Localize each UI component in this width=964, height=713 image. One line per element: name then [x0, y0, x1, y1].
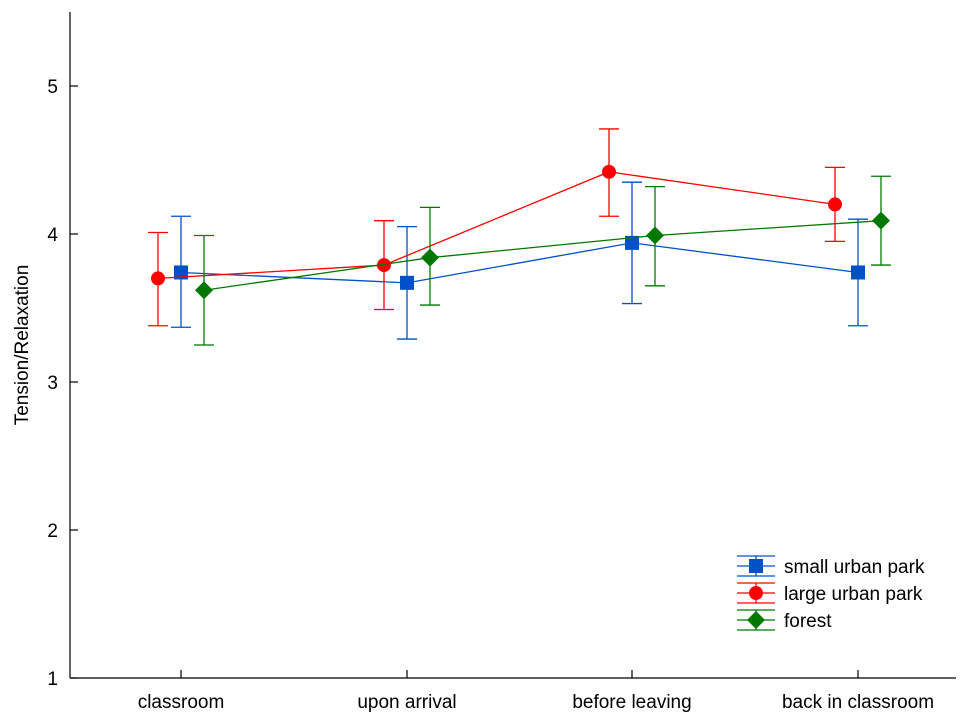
legend-label: large urban park: [784, 584, 923, 605]
series-layer: [148, 128, 891, 346]
x-tick-label: upon arrival: [357, 692, 456, 713]
data-point: [421, 248, 439, 267]
legend-marker: [749, 586, 763, 600]
data-point: [851, 265, 865, 280]
data-point: [195, 281, 213, 300]
data-point: [377, 258, 391, 273]
data-point: [602, 164, 616, 179]
data-point: [828, 197, 842, 212]
plot-area: [70, 12, 956, 678]
series-0: [171, 181, 868, 340]
y-axis-title: Tension/Relaxation: [12, 265, 33, 426]
data-point: [174, 265, 188, 280]
x-tick-label: classroom: [138, 692, 225, 713]
legend-label: forest: [784, 611, 832, 632]
legend-marker: [749, 559, 763, 573]
data-point: [625, 235, 639, 250]
data-point: [646, 226, 664, 245]
y-tick-label: 1: [47, 669, 58, 690]
y-tick-label: 4: [47, 225, 58, 246]
legend-marker: [747, 611, 765, 629]
series-1: [148, 128, 845, 327]
legend: small urban park large urban park forest: [737, 555, 925, 632]
y-tick-label: 5: [47, 77, 58, 98]
legend-item: small urban park: [737, 555, 925, 578]
y-tick-label: 3: [47, 373, 58, 394]
series-line: [157, 171, 836, 280]
legend-item: forest: [737, 609, 832, 632]
legend-label: small urban park: [784, 557, 925, 578]
x-tick-label: before leaving: [572, 692, 691, 713]
series-line: [203, 220, 882, 291]
data-point: [400, 275, 414, 290]
x-tick-label: back in classroom: [782, 692, 934, 713]
y-tick-label: 2: [47, 521, 58, 542]
series-2: [194, 175, 891, 346]
y-axis-ticks: 1 2 3 4 5: [47, 77, 78, 690]
data-point: [151, 271, 165, 286]
x-axis-ticks: classroom upon arrival before leaving back …: [138, 670, 934, 713]
legend-item: large urban park: [737, 582, 923, 605]
data-point: [872, 211, 890, 230]
